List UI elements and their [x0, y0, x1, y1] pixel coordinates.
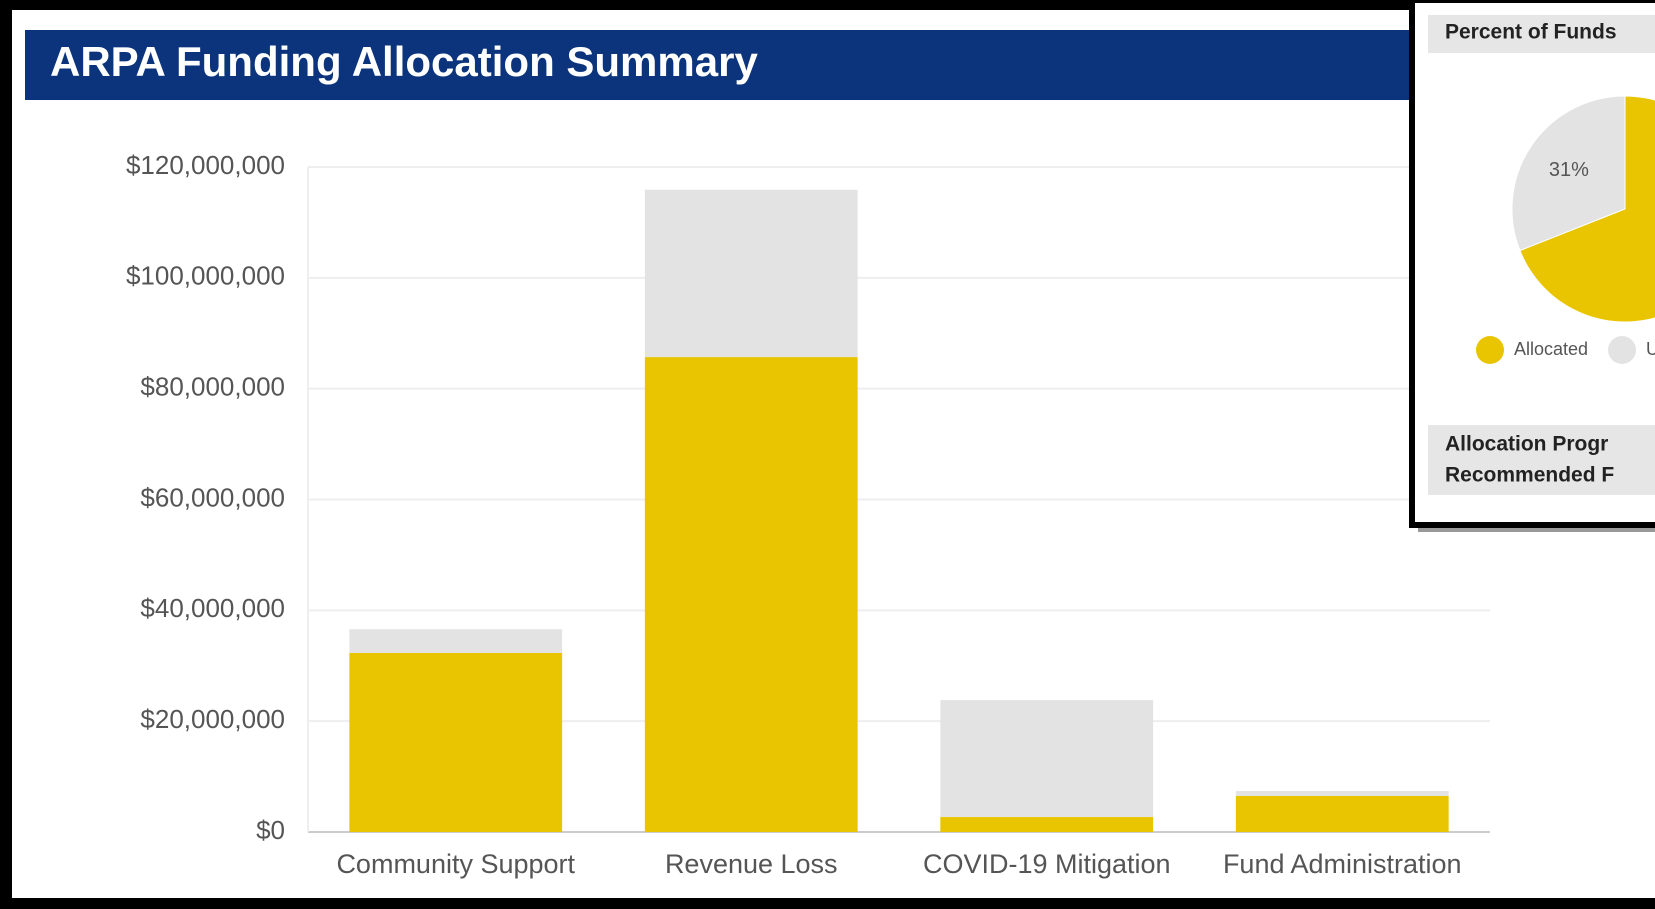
y-tick-label: $80,000,000: [140, 372, 285, 402]
y-tick-label: $40,000,000: [140, 593, 285, 623]
bar-segment: [644, 357, 858, 832]
bar-segment: [1235, 795, 1449, 832]
bar-segment: [940, 817, 1154, 832]
legend-label: Unallocated: [1646, 339, 1655, 359]
y-tick-label: $100,000,000: [126, 261, 285, 291]
progress-bar-header: [1428, 425, 1655, 495]
bar-segment: [644, 189, 858, 358]
pie-slice: [1511, 95, 1626, 252]
y-tick-label: $0: [256, 815, 285, 845]
y-tick-label: $60,000,000: [140, 482, 285, 512]
legend-swatch: [1476, 336, 1504, 364]
pie-label: 31%: [1549, 159, 1589, 181]
bar-segment: [349, 629, 563, 654]
title-bar: [25, 30, 1445, 100]
bar-segment: [1235, 790, 1449, 796]
bar-chart: $0 $20,000,000 $40,000,000 $60,000,000 $80,0…: [126, 150, 1490, 879]
y-tick-label: $120,000,000: [126, 150, 285, 180]
pie-title: Percent of Funds: [1445, 21, 1617, 44]
y-tick-label: $20,000,000: [140, 704, 285, 734]
pie-panel: Percent of Funds Allocation Progr Recomm…: [1409, 0, 1655, 532]
legend-swatch: [1608, 336, 1636, 364]
bar-segment: [940, 700, 1154, 818]
title: ARPA Funding Allocation Summary: [50, 38, 758, 85]
x-tick-label: COVID-19 Mitigation: [923, 849, 1171, 879]
x-tick-label: Community Support: [336, 849, 575, 879]
progress-title: Allocation Progr: [1445, 433, 1608, 456]
pie-title-bar: [1428, 15, 1655, 53]
pie-slice: [1519, 95, 1655, 323]
pie: 31%69%AllocatedUnallocated: [1476, 95, 1655, 364]
x-tick-label: Revenue Loss: [665, 849, 838, 879]
x-tick-label: Fund Administration: [1223, 849, 1462, 879]
bar-segment: [349, 653, 563, 832]
progress-title: Recommended F: [1445, 464, 1614, 487]
legend-label: Allocated: [1514, 339, 1588, 359]
